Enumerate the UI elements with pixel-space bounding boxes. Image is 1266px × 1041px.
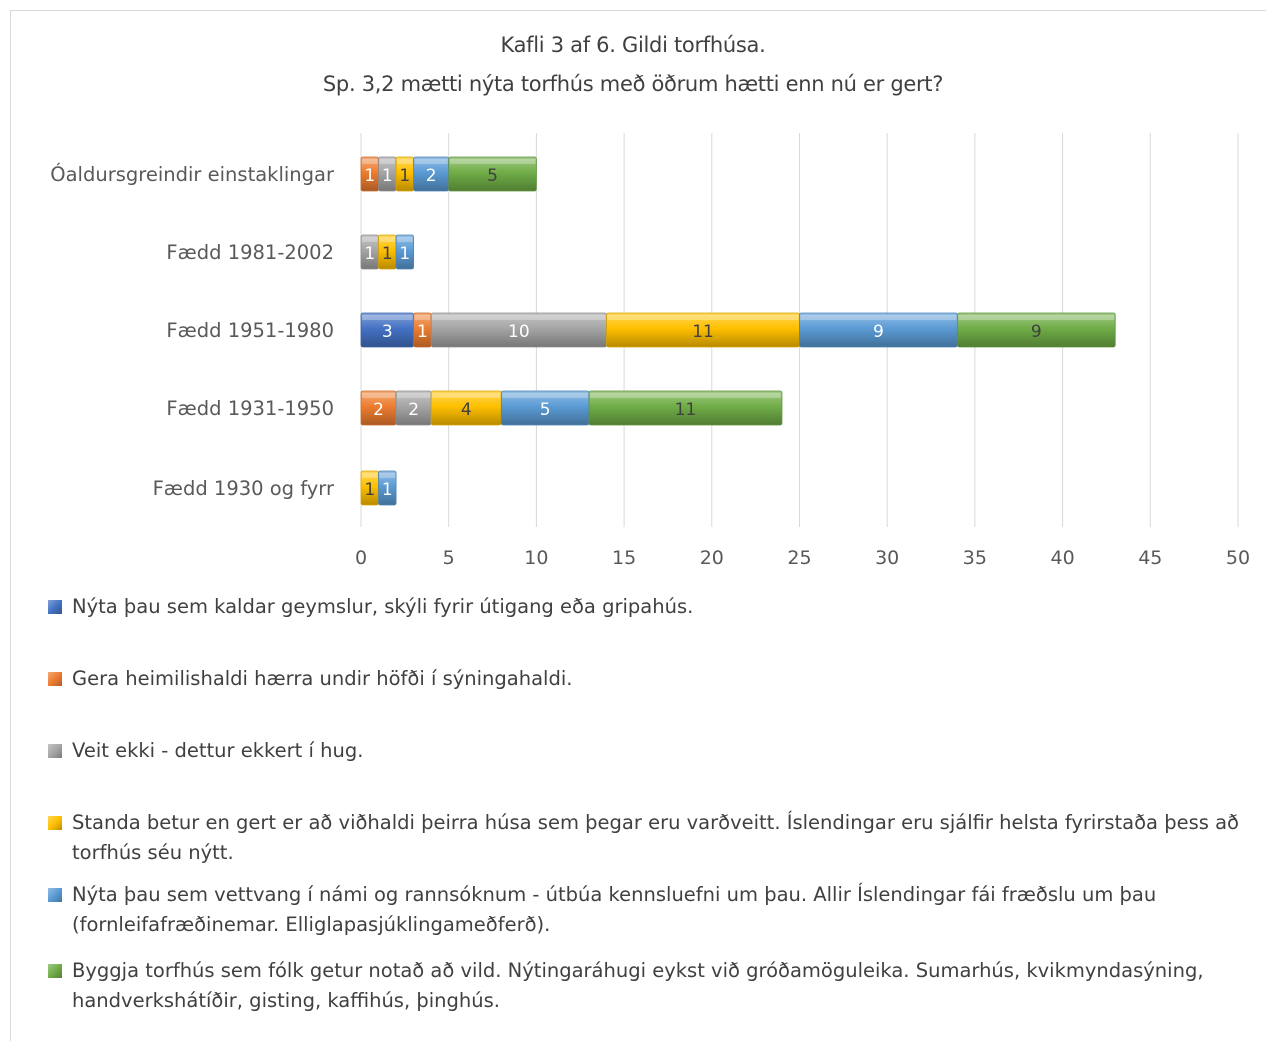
legend-swatch xyxy=(48,744,62,758)
data-label: 5 xyxy=(540,400,551,420)
legend-label: Byggja torfhús sem fólk getur notað að v… xyxy=(72,959,1204,1012)
data-label: 4 xyxy=(461,400,472,420)
category-label: Fædd 1931-1950 xyxy=(166,397,334,420)
x-tick-label: 25 xyxy=(787,547,811,569)
category-label: Fædd 1951-1980 xyxy=(166,319,334,342)
legend-item: Nýta þau sem kaldar geymslur, skýli fyri… xyxy=(48,592,1258,622)
category-labels: Óaldursgreindir einstaklingar Fædd 1981-2… xyxy=(50,162,335,500)
data-label: 1 xyxy=(399,166,410,186)
legend-label: Nýta þau sem kaldar geymslur, skýli fyri… xyxy=(72,595,694,618)
bar-highlight xyxy=(379,473,396,478)
chart-title: Kafli 3 af 6. Gildi torfhúsa. xyxy=(500,33,766,57)
bar-highlight xyxy=(414,159,448,164)
data-label: 1 xyxy=(382,480,393,500)
x-tick-label: 40 xyxy=(1051,547,1075,569)
chart-area xyxy=(10,10,1266,1041)
x-tick-label: 45 xyxy=(1138,547,1162,569)
data-label: 2 xyxy=(426,166,437,186)
x-tick-label: 5 xyxy=(443,547,455,569)
bar-highlight xyxy=(379,237,396,242)
bar-highlight xyxy=(379,159,396,164)
data-label: 11 xyxy=(675,400,697,420)
data-label: 1 xyxy=(382,166,393,186)
chart-subtitle: Sp. 3,2 mætti nýta torfhús með öðrum hæt… xyxy=(322,72,944,96)
x-tick-labels: 0 5 10 15 20 25 30 35 40 45 50 xyxy=(355,547,1250,569)
data-label: 9 xyxy=(1031,322,1042,342)
data-label: 5 xyxy=(487,166,498,186)
category-label: Óaldursgreindir einstaklingar xyxy=(50,162,335,186)
data-label: 1 xyxy=(364,480,375,500)
data-label: 1 xyxy=(417,322,428,342)
data-labels: 1 1 1 2 51 1 13 1 10 11 9 92 2 4 5 111 1 xyxy=(364,166,1041,500)
bar-highlight xyxy=(590,393,781,398)
legend-item: Veit ekki - dettur ekkert í hug. xyxy=(48,736,1258,766)
data-label: 11 xyxy=(692,322,714,342)
data-label: 3 xyxy=(382,322,393,342)
legend-label: Gera heimilishaldi hærra undir höfði í s… xyxy=(72,667,573,690)
legend-swatch xyxy=(48,672,62,686)
data-label: 2 xyxy=(408,400,419,420)
bar-highlight xyxy=(397,159,413,164)
x-tick-label: 15 xyxy=(612,547,636,569)
bar-segment xyxy=(588,390,783,426)
legend-item: Gera heimilishaldi hærra undir höfði í s… xyxy=(48,664,1258,694)
data-label: 1 xyxy=(364,166,375,186)
x-tick-label: 20 xyxy=(700,547,724,569)
data-label: 9 xyxy=(873,322,884,342)
bar-highlight xyxy=(362,159,378,164)
x-tick-label: 0 xyxy=(355,547,367,569)
bar-highlight xyxy=(397,237,413,242)
legend-item: Byggja torfhús sem fólk getur notað að v… xyxy=(48,956,1258,1016)
data-label: 1 xyxy=(382,244,393,264)
data-label: 10 xyxy=(508,322,530,342)
data-label: 1 xyxy=(399,244,410,264)
bar-highlight xyxy=(449,159,536,164)
legend-swatch xyxy=(48,600,62,614)
x-tick-label: 50 xyxy=(1226,547,1250,569)
bar-highlight xyxy=(432,393,501,398)
bar-highlight xyxy=(958,315,1115,320)
x-tick-label: 10 xyxy=(524,547,548,569)
legend-label: Nýta þau sem vettvang í námi og rannsókn… xyxy=(72,883,1157,936)
legend-swatch xyxy=(48,816,62,830)
bar-highlight xyxy=(362,237,378,242)
bar-segment xyxy=(448,156,537,192)
legend-item: Standa betur en gert er að viðhaldi þeir… xyxy=(48,808,1258,868)
bar-highlight xyxy=(362,393,396,398)
data-label: 2 xyxy=(373,400,384,420)
legend-swatch xyxy=(48,964,62,978)
bar-chart: 1 1 1 2 51 1 13 1 10 11 9 92 2 4 5 111 1 Óaldursgreindir… xyxy=(50,133,1250,569)
category-label: Fædd 1981-2002 xyxy=(166,241,334,264)
legend-label: Standa betur en gert er að viðhaldi þeir… xyxy=(72,811,1239,864)
bar-segment xyxy=(395,234,415,270)
bar-highlight xyxy=(397,393,431,398)
x-tick-label: 30 xyxy=(875,547,899,569)
bar-highlight xyxy=(432,315,606,320)
bar-highlight xyxy=(362,473,378,478)
bar-segment xyxy=(956,312,1116,348)
x-tick-label: 35 xyxy=(963,547,987,569)
legend-item: Nýta þau sem vettvang í námi og rannsókn… xyxy=(48,880,1258,940)
legend-label: Veit ekki - dettur ekkert í hug. xyxy=(72,739,364,762)
data-label: 1 xyxy=(364,244,375,264)
legend-swatch xyxy=(48,888,62,902)
bar-highlight xyxy=(362,315,413,320)
bar-segment xyxy=(378,470,397,506)
bars xyxy=(360,156,1116,506)
category-label: Fædd 1930 og fyrr xyxy=(153,477,335,500)
bar-highlight xyxy=(800,315,957,320)
bar-highlight xyxy=(607,315,799,320)
bar-highlight xyxy=(502,393,589,398)
bar-highlight xyxy=(414,315,431,320)
